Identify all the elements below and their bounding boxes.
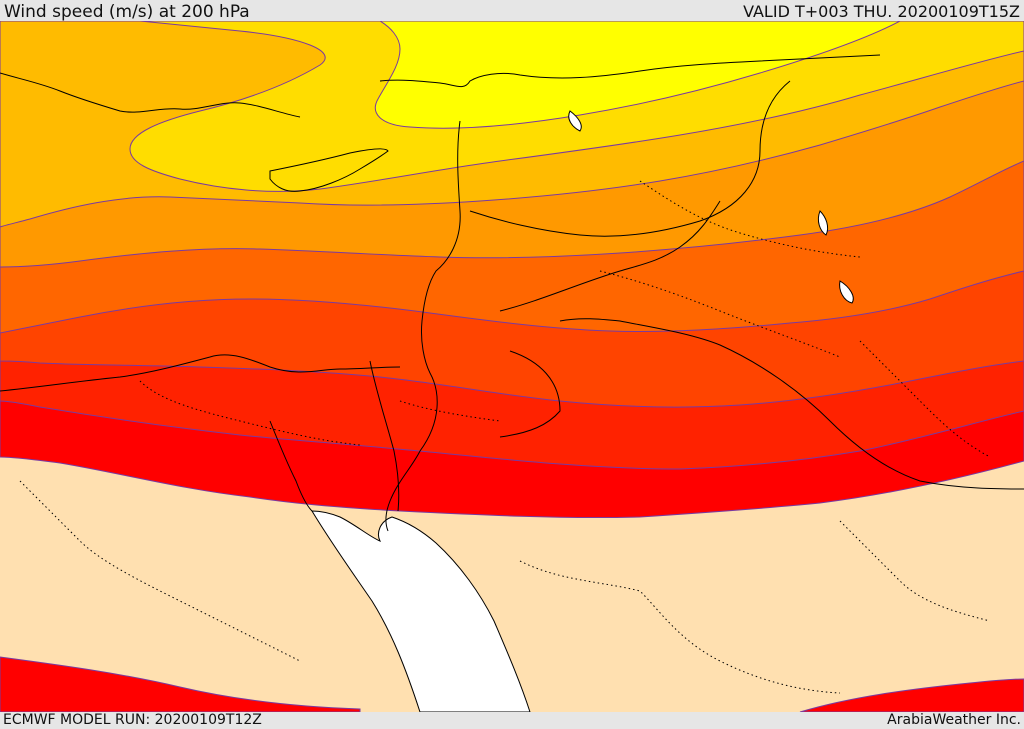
lake-1 (817, 210, 829, 236)
south-wind-band-right (799, 678, 1024, 712)
map-title: Wind speed (m/s) at 200 hPa (4, 2, 250, 22)
model-run: ECMWF MODEL RUN: 20200109T12Z (3, 712, 262, 728)
south-wind-band-left (0, 656, 361, 712)
wind-speed-map[interactable] (0, 21, 1024, 712)
province-lines (19, 180, 991, 694)
header-bar: Wind speed (m/s) at 200 hPa VALID T+003 … (0, 0, 1024, 22)
wind-band-1 (374, 21, 901, 129)
credit-text: ArabiaWeather Inc. (887, 712, 1021, 728)
lake-3 (568, 110, 582, 132)
valid-time: VALID T+003 THU. 20200109T15Z (743, 2, 1020, 21)
lake-2 (839, 280, 854, 304)
country-borders (0, 54, 1024, 532)
red-sea (311, 510, 531, 712)
footer-bar: ECMWF MODEL RUN: 20200109T12Z ArabiaWeat… (0, 712, 1024, 729)
